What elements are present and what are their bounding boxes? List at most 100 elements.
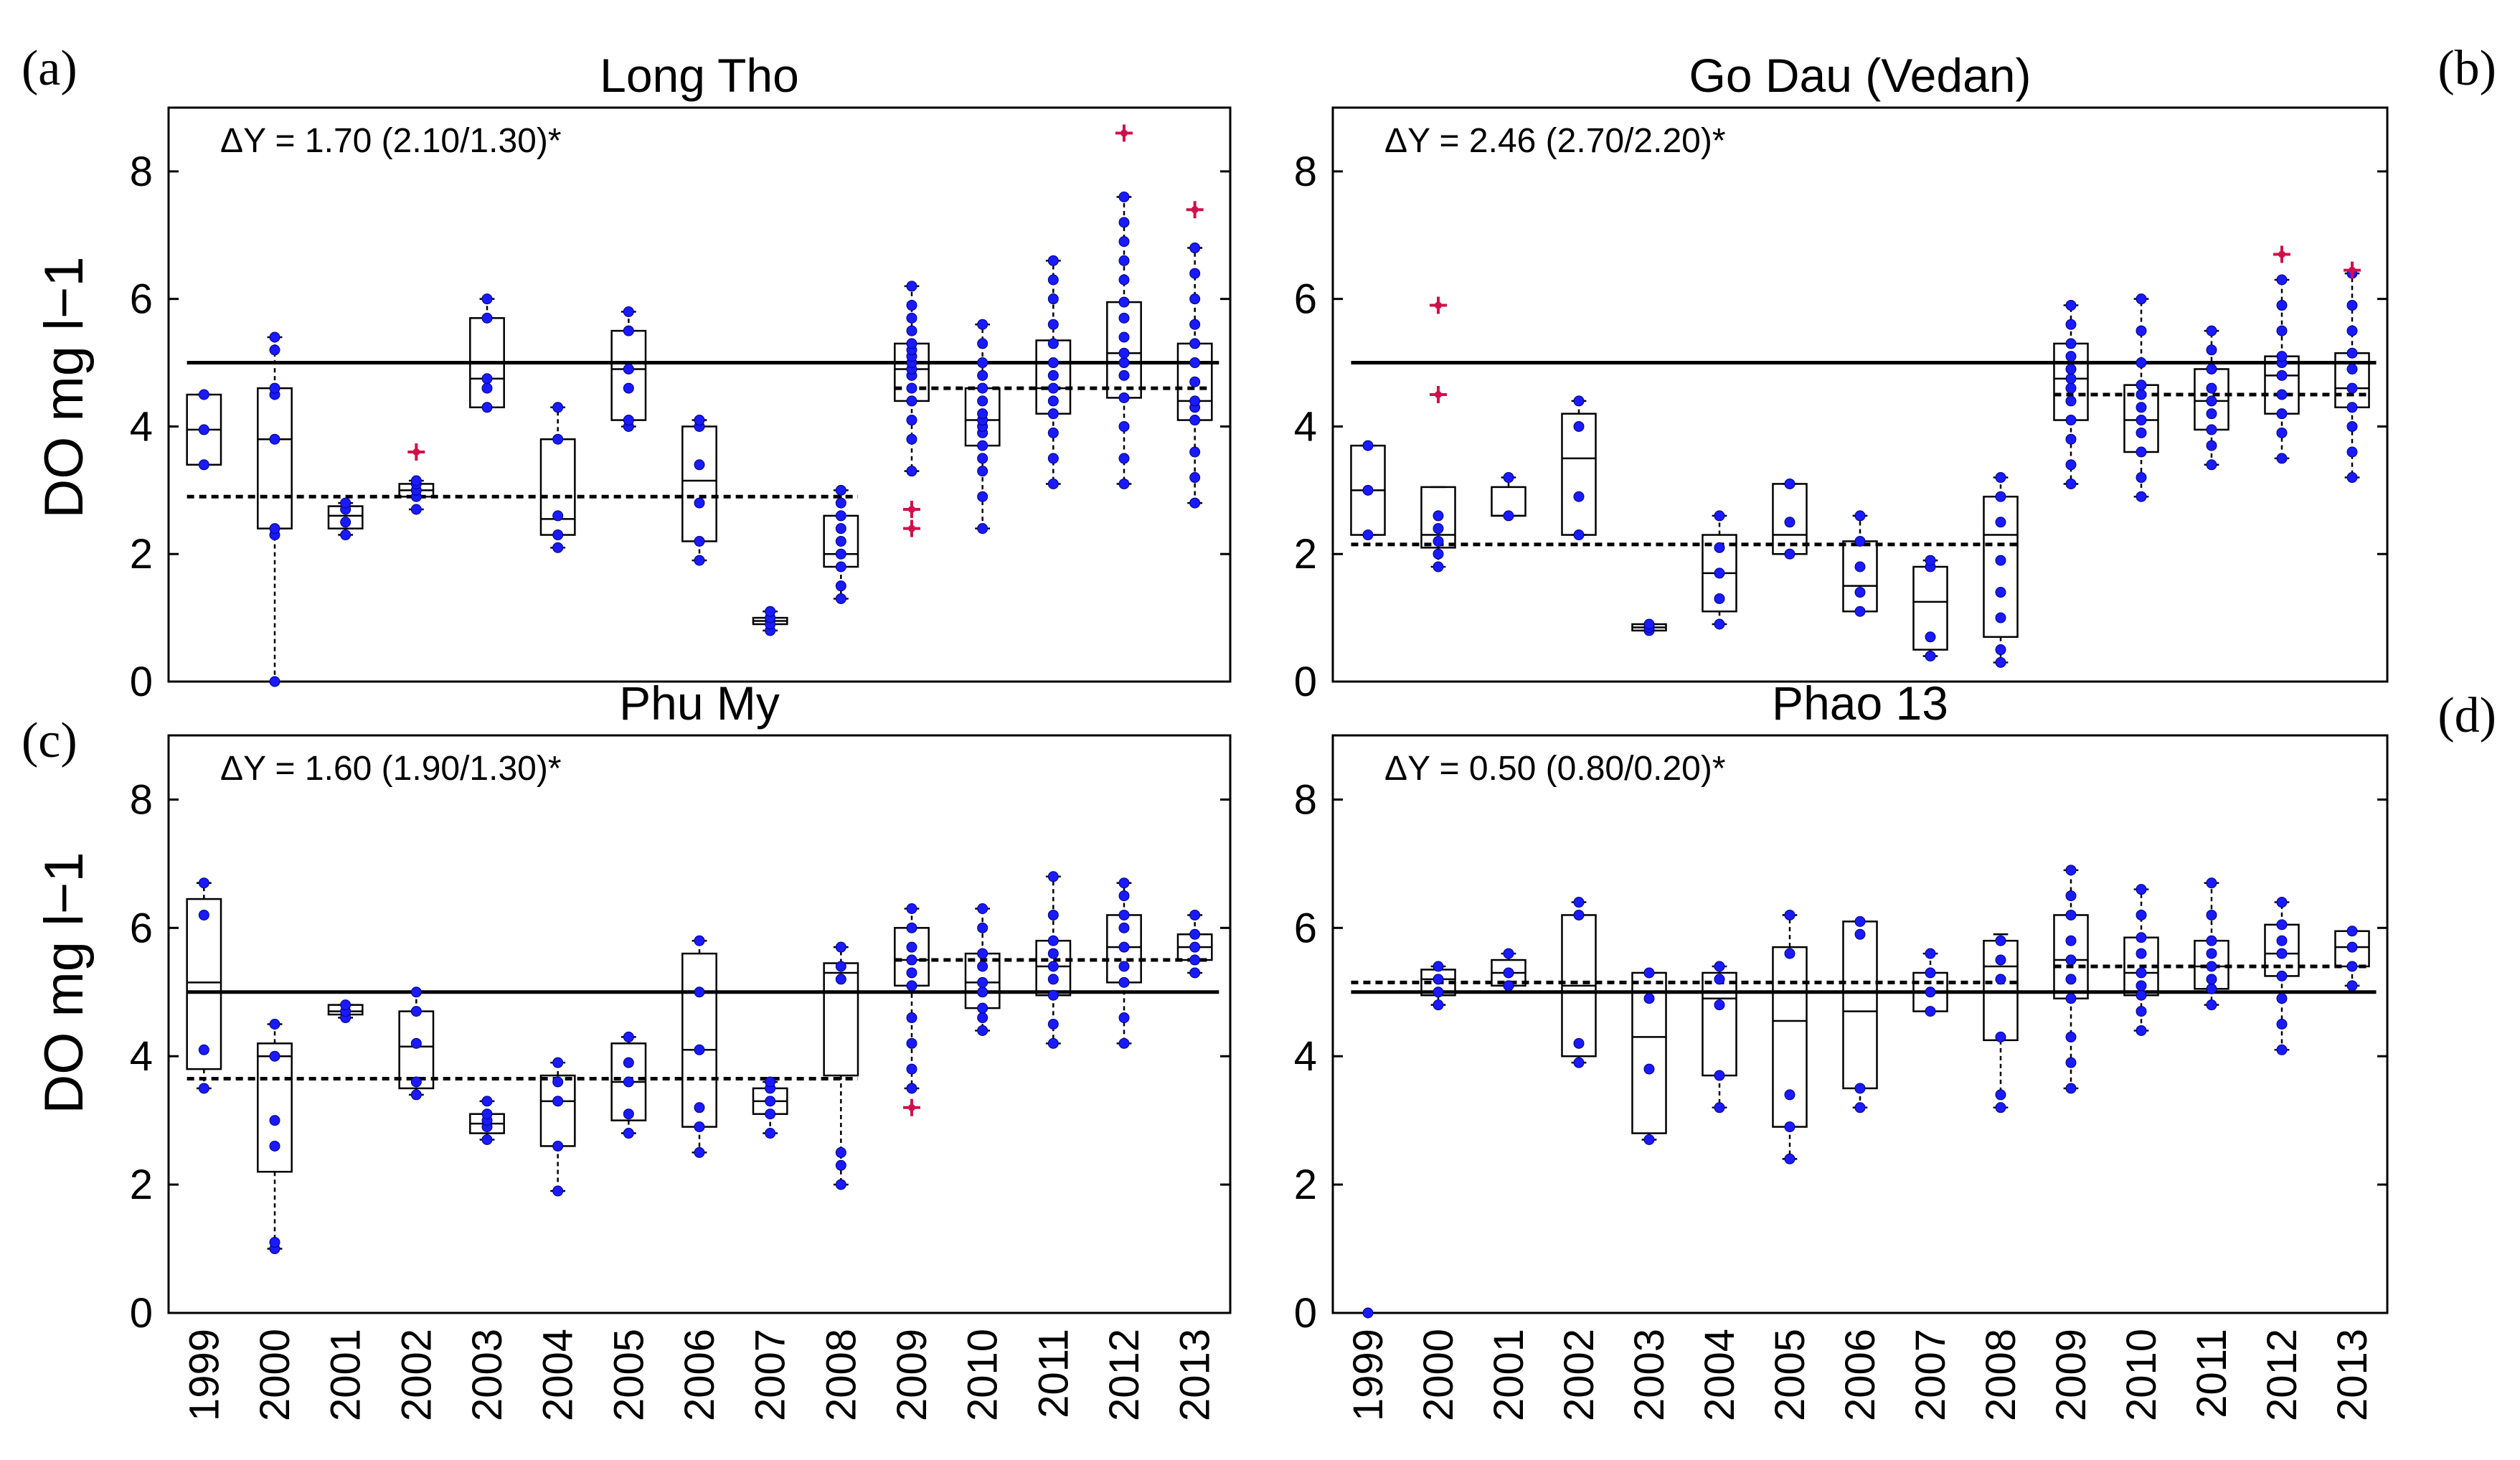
- data-point: [198, 877, 209, 889]
- data-point: [623, 363, 634, 375]
- data-point: [906, 1063, 917, 1075]
- data-point: [835, 548, 846, 560]
- data-point: [1573, 909, 1585, 920]
- data-point: [2136, 380, 2147, 391]
- data-point: [2065, 433, 2077, 445]
- panel-0: Long Tho (a) ΔY = 1.70 (2.10/1.30)* 0 2 4 6 8: [22, 41, 1232, 705]
- data-point: [1784, 1153, 1795, 1164]
- data-point: [552, 529, 564, 541]
- data-point: [694, 935, 705, 946]
- data-point: [269, 331, 280, 343]
- data-point: [1047, 274, 1059, 286]
- data-point: [765, 1128, 776, 1139]
- data-point: [1503, 472, 1514, 484]
- data-point: [1854, 535, 1866, 547]
- x-tick-label: 2008: [818, 1329, 864, 1421]
- box-2004: [539, 402, 576, 553]
- data-point: [1995, 1089, 2006, 1101]
- data-point: [1995, 954, 2006, 966]
- data-point: [410, 1037, 422, 1049]
- data-point: [2065, 382, 2077, 394]
- data-point: [1047, 961, 1059, 972]
- box-2012: [1106, 124, 1142, 489]
- data-point: [2136, 491, 2147, 502]
- y-tick-label: 6: [1294, 276, 1317, 323]
- data-point: [1118, 420, 1130, 432]
- data-point: [977, 338, 988, 349]
- delta-annotation: ΔY = 0.50 (0.80/0.20)*: [1384, 750, 1726, 788]
- data-point: [977, 1025, 988, 1036]
- data-point: [2065, 993, 2077, 1004]
- data-point: [1189, 376, 1201, 387]
- y-tick-label: 8: [1294, 776, 1317, 823]
- data-point: [906, 395, 917, 407]
- data-point: [1784, 548, 1795, 560]
- data-point: [765, 606, 776, 617]
- data-point: [2206, 974, 2217, 985]
- data-point: [269, 1140, 280, 1151]
- data-point: [2276, 897, 2288, 908]
- box-2005: [610, 306, 647, 432]
- data-point: [835, 961, 846, 972]
- data-point: [2065, 415, 2077, 426]
- panel-letter: (c): [22, 713, 77, 768]
- box-1999: [1350, 440, 1386, 541]
- x-tick-label: 2006: [1837, 1329, 1884, 1421]
- data-point: [835, 523, 846, 534]
- box-2013: [1176, 909, 1213, 979]
- data-point: [623, 382, 634, 394]
- y-tick-label: 0: [130, 659, 153, 705]
- data-point: [2206, 382, 2217, 394]
- box-2007: [752, 1076, 788, 1139]
- data-point: [1118, 941, 1130, 953]
- data-point: [1503, 510, 1514, 522]
- data-point: [1047, 989, 1059, 1001]
- data-point: [2346, 446, 2358, 458]
- data-point: [694, 415, 705, 426]
- data-point: [835, 941, 846, 953]
- data-point: [2276, 919, 2288, 931]
- x-tick-label: 2000: [1415, 1329, 1462, 1421]
- data-point: [2346, 382, 2358, 394]
- data-point: [1995, 644, 2006, 656]
- y-axis-label-top: DO mg l−1: [34, 256, 95, 518]
- data-point: [906, 300, 917, 311]
- panel-title: Long Tho: [600, 49, 799, 102]
- data-point: [1573, 395, 1585, 407]
- data-point: [1714, 974, 1725, 985]
- data-point: [1854, 561, 1866, 573]
- data-point: [2276, 274, 2288, 286]
- data-point: [694, 497, 705, 509]
- data-point: [1784, 948, 1795, 959]
- data-point: [2276, 993, 2288, 1004]
- data-point: [1573, 897, 1585, 908]
- box-2003: [1631, 967, 1667, 1145]
- data-point: [835, 561, 846, 573]
- panel-3: Phao 13 (d) ΔY = 0.50 (0.80/0.20)* 0 2 4 6 8 199…: [1294, 677, 2496, 1421]
- data-point: [1433, 974, 1444, 985]
- data-point: [623, 1128, 634, 1139]
- data-point: [2346, 420, 2358, 432]
- data-point: [1047, 338, 1059, 349]
- x-tick-label: 2010: [960, 1329, 1006, 1421]
- data-point: [1995, 555, 2006, 566]
- data-point: [269, 433, 280, 445]
- data-point: [1854, 1083, 1866, 1094]
- data-point: [2065, 935, 2077, 946]
- data-point: [623, 415, 634, 426]
- data-point: [269, 382, 280, 394]
- data-point: [1925, 555, 1936, 566]
- data-point: [481, 1134, 493, 1145]
- outlier-center: [1120, 129, 1128, 137]
- data-point: [1118, 453, 1130, 464]
- data-point: [2065, 1083, 2077, 1094]
- box-2008: [1983, 472, 2019, 668]
- data-point: [481, 382, 493, 394]
- data-point: [835, 580, 846, 592]
- data-point: [552, 1076, 564, 1088]
- box-2006: [1842, 510, 1878, 617]
- data-point: [623, 1108, 634, 1120]
- data-point: [1925, 967, 1936, 979]
- x-tick-label: 2003: [464, 1329, 511, 1421]
- data-point: [1118, 255, 1130, 266]
